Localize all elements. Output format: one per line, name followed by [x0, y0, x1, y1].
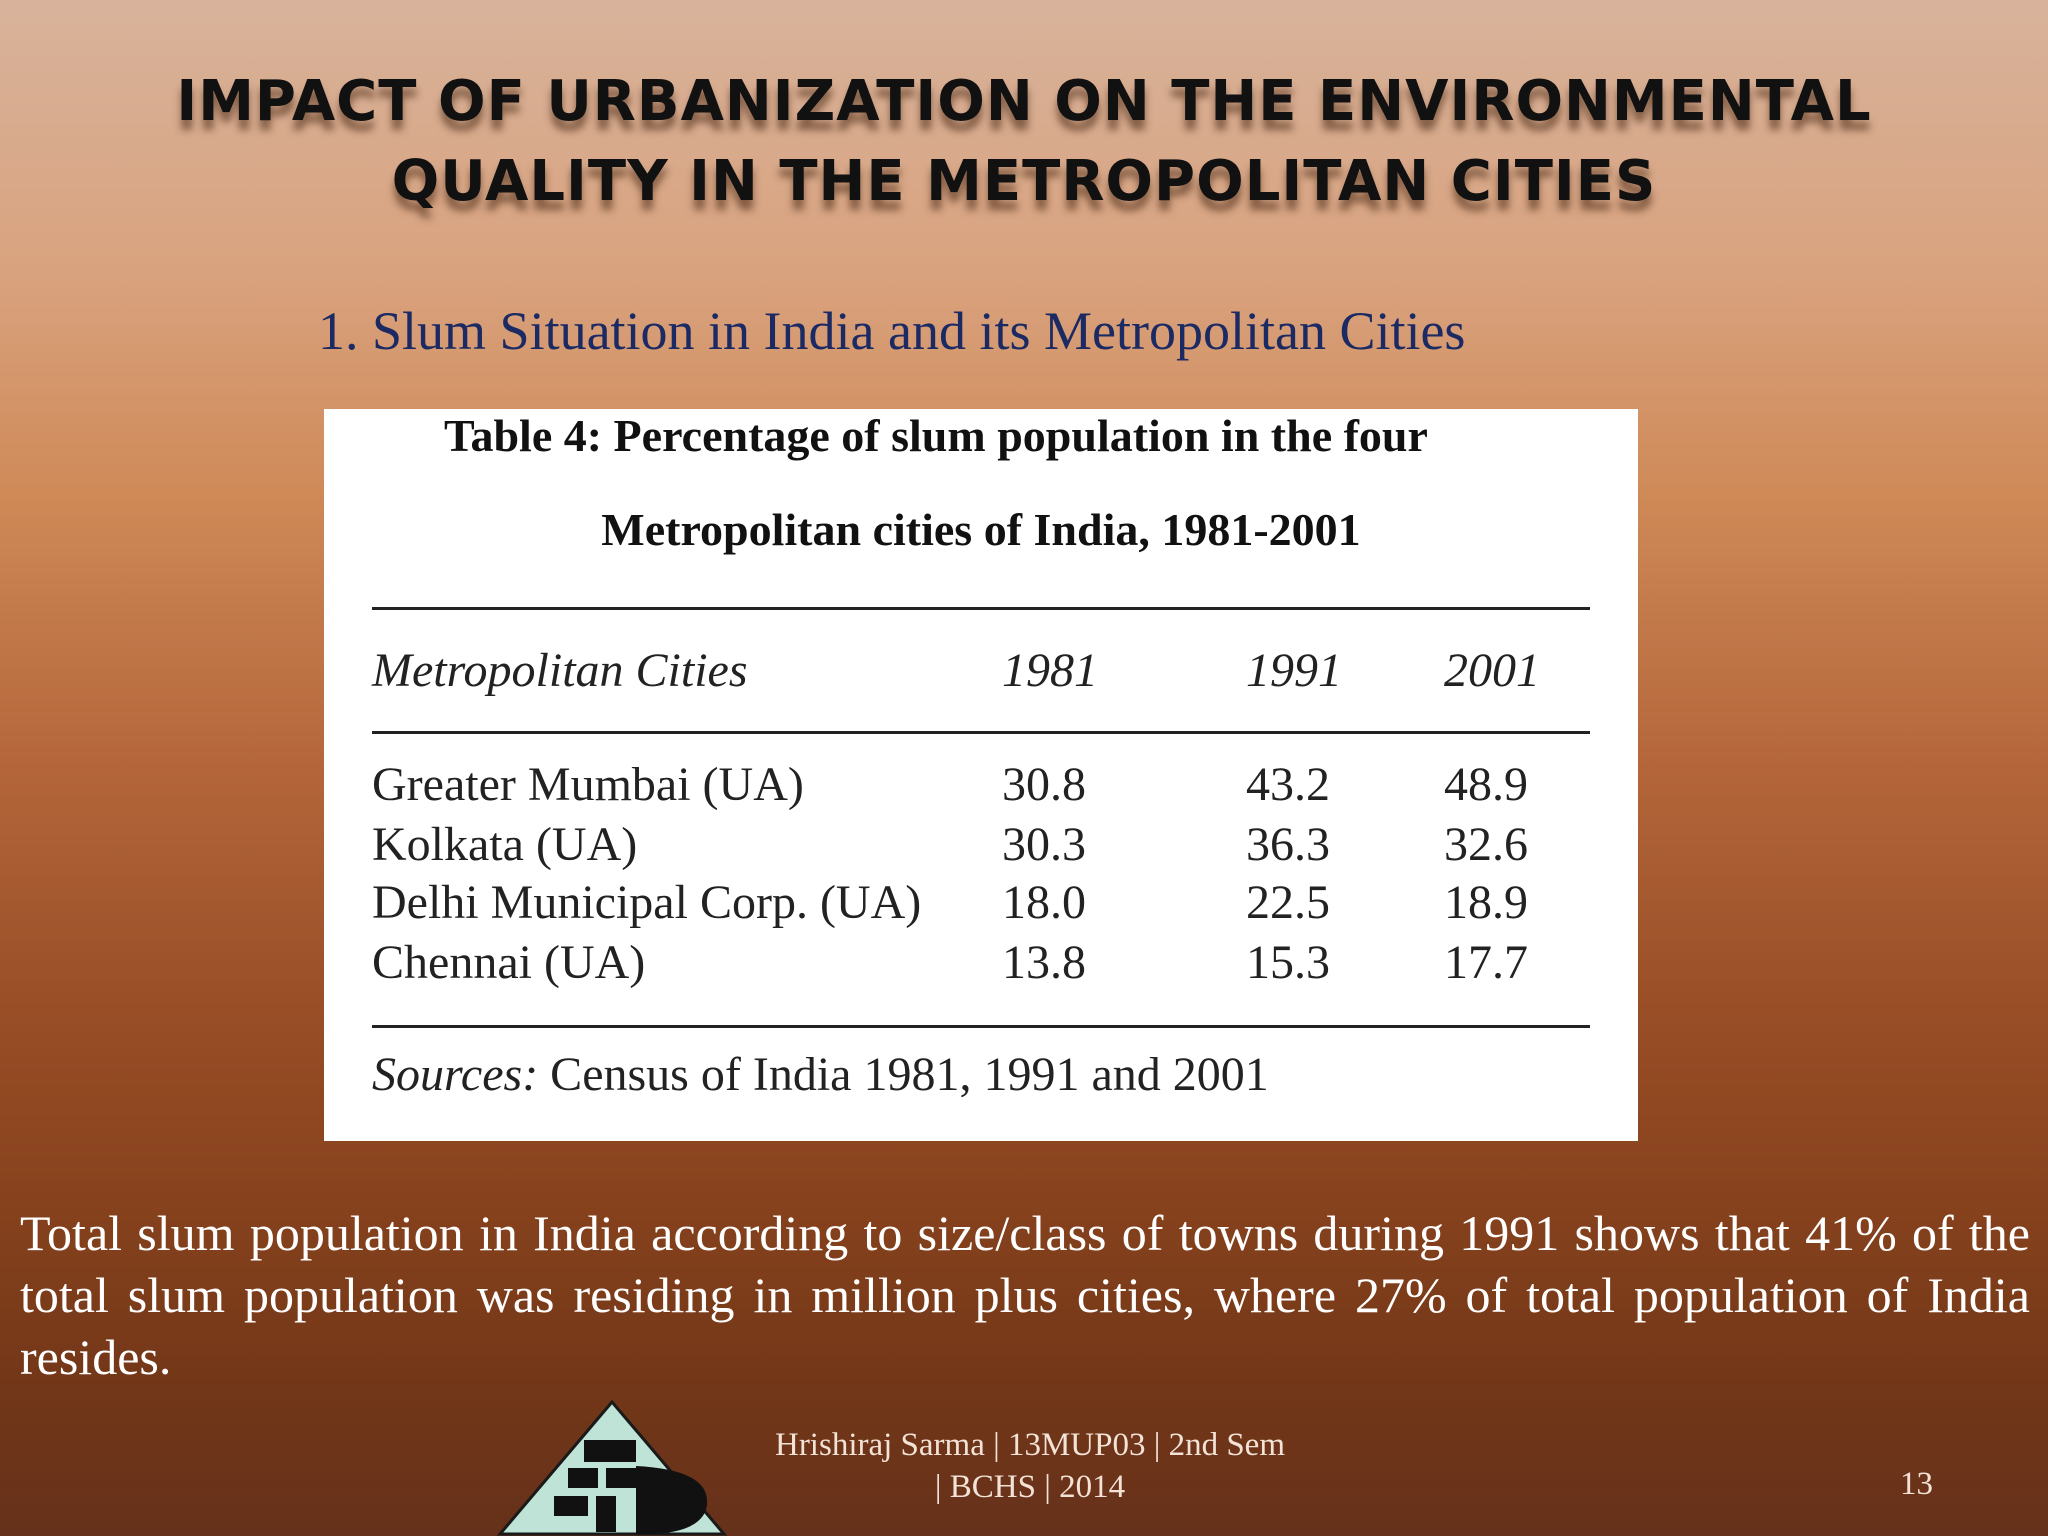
footer-credit: Hrishiraj Sarma | 13MUP03 | 2nd Sem | BC…	[700, 1424, 1360, 1508]
table-source-label: Sources:	[372, 1048, 539, 1101]
header-2001: 2001	[1444, 644, 1540, 697]
table-cell-value: 48.9	[1444, 758, 1528, 811]
table-cell-value: 30.3	[1002, 818, 1086, 871]
slide-title: IMPACT OF URBANIZATION ON THE ENVIRONMEN…	[0, 62, 2048, 222]
table-cell-value: 43.2	[1246, 758, 1330, 811]
table-source-text: Census of India 1981, 1991 and 2001	[538, 1048, 1269, 1101]
table-cell-value: 18.0	[1002, 876, 1086, 929]
table-caption-line-1: Table 4: Percentage of slum population i…	[444, 410, 1428, 461]
table-cell-value: 17.7	[1444, 936, 1528, 989]
header-metropolitan-cities: Metropolitan Cities	[372, 644, 748, 697]
table-cell-value: 13.8	[1002, 936, 1086, 989]
table-cell-value: 15.3	[1246, 936, 1330, 989]
table-cell-value: 36.3	[1246, 818, 1330, 871]
table-cell-city: Chennai (UA)	[372, 936, 646, 989]
slide-title-line-2: QUALITY IN THE METROPOLITAN CITIES	[391, 149, 1657, 214]
table-cell-city: Greater Mumbai (UA)	[372, 758, 804, 811]
table-source: Sources: Census of India 1981, 1991 and …	[372, 1047, 1269, 1102]
page-number: 13	[1900, 1466, 1933, 1502]
header-1981: 1981	[1002, 644, 1098, 697]
slide-title-line-1: IMPACT OF URBANIZATION ON THE ENVIRONMEN…	[176, 69, 1872, 134]
footer-line-1: Hrishiraj Sarma | 13MUP03 | 2nd Sem	[774, 1427, 1286, 1463]
table-cell-city: Delhi Municipal Corp. (UA)	[372, 876, 922, 929]
slum-table-image: Table 4: Percentage of slum population i…	[324, 409, 1638, 1141]
slide-subtitle: 1. Slum Situation in India and its Metro…	[318, 301, 1466, 361]
institution-logo-icon	[496, 1400, 728, 1536]
table-top-rule	[372, 607, 1590, 610]
table-caption-line-2: Metropolitan cities of India, 1981-2001	[601, 504, 1361, 555]
table-cell-value: 32.6	[1444, 818, 1528, 871]
body-paragraph: Total slum population in India according…	[20, 1205, 2030, 1385]
table-cell-value: 22.5	[1246, 876, 1330, 929]
table-header-rule	[372, 731, 1590, 734]
table-cell-city: Kolkata (UA)	[372, 818, 638, 871]
table-bottom-rule	[372, 1025, 1590, 1028]
table-cell-value: 30.8	[1002, 758, 1086, 811]
header-1991: 1991	[1246, 644, 1342, 697]
table-cell-value: 18.9	[1444, 876, 1528, 929]
footer-line-2: | BCHS | 2014	[934, 1469, 1126, 1505]
